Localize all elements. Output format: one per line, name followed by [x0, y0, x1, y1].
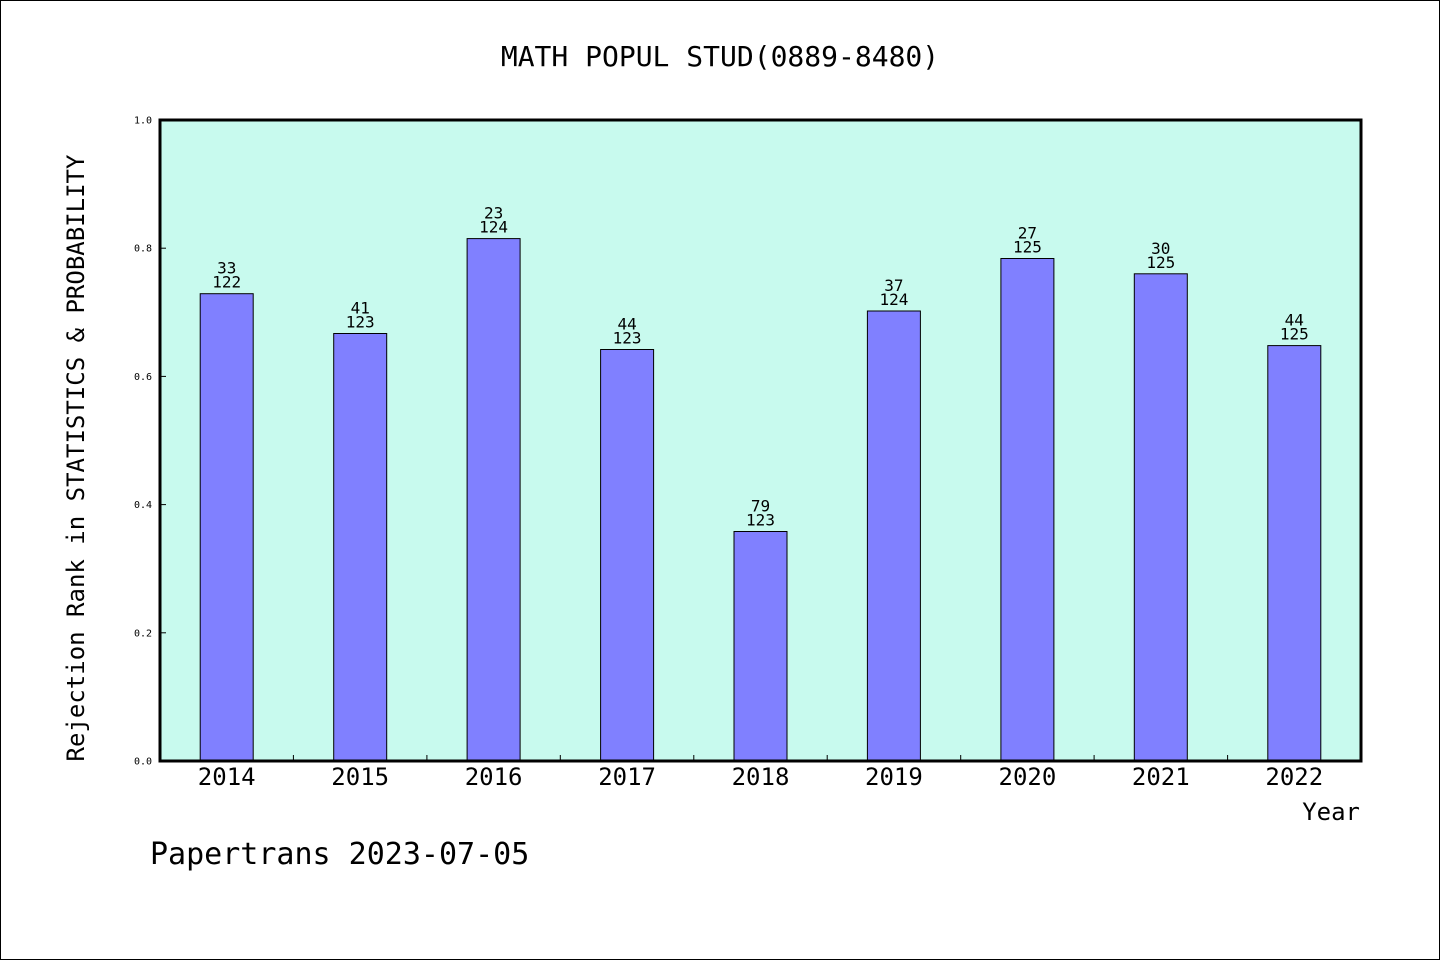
- x-tick-label-2016: 2016: [465, 763, 523, 791]
- y-tick-label-0.2: 0.2: [134, 628, 152, 639]
- bar-2019: [866, 310, 921, 762]
- x-tick-label-2015: 2015: [331, 763, 389, 791]
- bar-2018: [733, 531, 788, 762]
- bar-total-label-2022: 125: [1280, 325, 1309, 344]
- x-tick-label-2020: 2020: [999, 763, 1057, 791]
- bar-rank-label-2016: 23: [484, 204, 503, 223]
- y-axis-label: Rejection Rank in STATISTICS & PROBABILI…: [62, 154, 90, 761]
- x-axis-label: Year: [1302, 798, 1360, 826]
- footer-text: Papertrans 2023-07-05: [150, 837, 529, 872]
- bar-total-label-2014: 122: [212, 273, 241, 292]
- bar-2016: [466, 238, 521, 762]
- bar-rank-label-2014: 33: [217, 259, 236, 278]
- bar-rank-label-2017: 44: [617, 315, 636, 334]
- y-tick-label-0.8: 0.8: [134, 244, 152, 255]
- y-tick-label-0.4: 0.4: [134, 500, 152, 511]
- x-tick-label-2017: 2017: [598, 763, 656, 791]
- bar-total-label-2020: 125: [1013, 238, 1042, 257]
- bar-total-label-2019: 124: [879, 290, 908, 309]
- bar-2021: [1133, 273, 1188, 762]
- x-tick-label-2022: 2022: [1265, 763, 1323, 791]
- bar-2017: [600, 349, 655, 762]
- y-tick-label-0.6: 0.6: [134, 372, 152, 383]
- bar-total-label-2016: 124: [479, 218, 508, 237]
- bar-2015: [333, 333, 388, 762]
- bar-rank-label-2022: 44: [1285, 311, 1304, 330]
- chart-title: MATH POPUL STUD(0889-8480): [501, 40, 939, 73]
- bar-2014: [199, 293, 254, 762]
- bar-2022: [1267, 345, 1322, 762]
- bar-rank-label-2019: 37: [884, 276, 903, 295]
- bar-total-label-2015: 123: [346, 313, 375, 332]
- x-tick-label-2021: 2021: [1132, 763, 1190, 791]
- bar-rank-label-2015: 41: [351, 299, 370, 318]
- x-tick-label-2019: 2019: [865, 763, 923, 791]
- bar-rank-label-2018: 79: [751, 497, 770, 516]
- bar-rank-label-2021: 30: [1151, 239, 1170, 258]
- bar-rank-label-2020: 27: [1018, 224, 1037, 243]
- x-tick-label-2018: 2018: [732, 763, 790, 791]
- bar-2020: [1000, 258, 1055, 762]
- bar-total-label-2021: 125: [1146, 253, 1175, 272]
- x-tick-label-2014: 2014: [198, 763, 256, 791]
- y-tick-label-0.0: 0.0: [134, 757, 152, 768]
- y-tick-label-1.0: 1.0: [134, 116, 152, 127]
- plot-border: [158, 118, 1363, 763]
- bar-total-label-2018: 123: [746, 511, 775, 530]
- x-axis-ticks: 2014 2015 2016 2017 2018 2019 2020 2021 2022: [198, 755, 1323, 791]
- bar-total-label-2017: 123: [613, 329, 642, 348]
